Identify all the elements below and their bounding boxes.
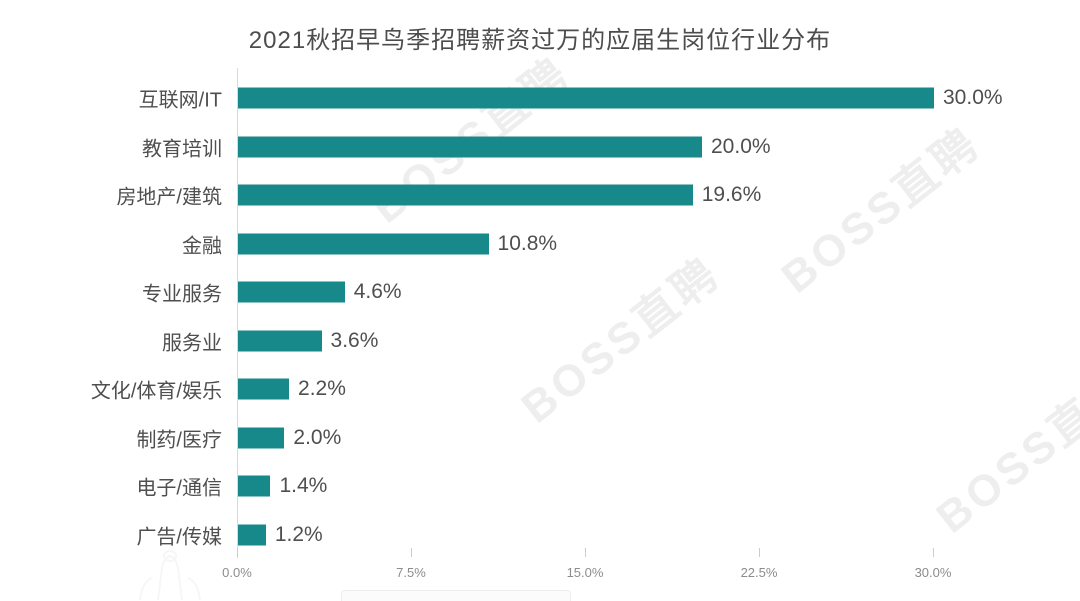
bar-row: 制药/医疗 2.0% [0,414,1080,462]
x-axis-tick-label: 15.0% [566,565,604,580]
category-label: 制药/医疗 [136,429,222,451]
category-label: 专业服务 [142,283,222,306]
x-axis-tick-label: 30.0% [914,565,952,580]
value-label: 2.0% [293,425,342,449]
x-axis-tick-label: 0.0% [222,565,252,580]
category-label: 服务业 [162,332,222,354]
category-label: 金融 [182,235,222,257]
value-label: 19.6% [701,183,762,206]
bar-row: 教育培训 20.0% [0,123,1080,171]
value-label: 30.0% [943,86,1003,109]
bar [238,330,322,351]
bar [238,184,693,206]
bar [238,87,934,109]
value-label: 3.6% [330,328,379,352]
category-label: 教育培训 [142,138,222,160]
bar-row: 文化/体育/娱乐 2.2% [0,365,1080,413]
category-label: 文化/体育/娱乐 [90,380,222,403]
bar-row: 广告/传媒 1.2% [0,511,1080,559]
value-label: 1.2% [274,522,323,546]
value-label: 4.6% [353,280,402,303]
value-label: 10.8% [497,231,558,255]
bar-row: 专业服务 4.6% [0,268,1080,316]
bar-row: 房地产/建筑 19.6% [0,171,1080,219]
bar [238,136,702,157]
bar [238,233,489,254]
bar-row: 电子/通信 1.4% [0,462,1080,510]
bar-row: 金融 10.8% [0,220,1080,268]
category-label: 电子/通信 [136,477,222,500]
x-axis-tick-mark [411,548,412,557]
bar-row: 服务业 3.6% [0,317,1080,365]
bar [238,427,285,448]
bar [238,524,266,545]
bar [238,281,345,303]
value-label: 20.0% [711,134,771,158]
x-axis-tick-label: 7.5% [396,565,426,580]
watermark-graphic [139,550,201,601]
faded-footer-box [341,590,571,601]
bar-row: 互联网/IT 30.0% [0,74,1080,122]
category-label: 互联网/IT [138,89,222,112]
x-axis-tick-label: 22.5% [740,565,778,580]
x-axis-tick-mark [585,548,586,557]
x-axis-tick-mark [933,548,934,557]
value-label: 2.2% [298,377,346,400]
y-axis-line [237,68,238,558]
x-axis-tick-mark [759,548,760,557]
x-axis-tick-mark [237,548,238,557]
chart-title: 2021秋招早鸟季招聘薪资过万的应届生岗位行业分布 [248,27,832,54]
bar [238,378,290,400]
bar [238,475,271,497]
value-label: 1.4% [279,474,328,497]
category-label: 房地产/建筑 [116,186,222,209]
category-label: 广告/传媒 [136,526,222,548]
